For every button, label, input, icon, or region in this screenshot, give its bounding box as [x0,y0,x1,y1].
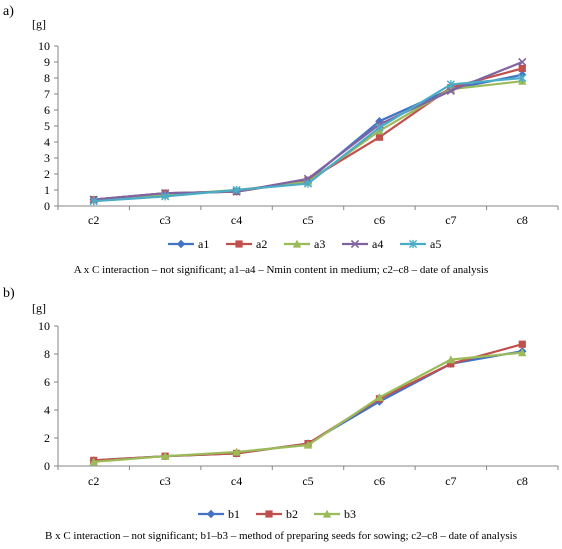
data-point-b3 [89,457,98,466]
y-tick-label: 0 [44,199,50,213]
x-tick-label: c2 [88,213,99,227]
x-tick-label: c2 [88,474,99,488]
series-a5 [89,73,527,206]
data-point-a5 [303,179,313,188]
legend-item-a4: a4 [342,237,383,251]
legend-item-b3: b3 [314,507,356,521]
legend-b: b1 b2 b3 [198,507,356,521]
legend-swatch-marker [292,239,302,248]
legend-label: b1 [228,507,240,521]
x-tick-label: c3 [159,213,170,227]
y-tick-label: 9 [44,55,50,69]
legend-swatch-marker [235,240,243,248]
y-tick-label: 5 [44,119,50,133]
data-point-b3 [160,451,170,460]
series-b3 [89,348,527,466]
data-point-b3 [446,355,456,364]
x-tick-label: c5 [302,474,313,488]
data-point-b3 [303,440,313,449]
legend-label: a5 [430,237,441,251]
data-point-b2 [518,340,526,348]
panel-label-b: b) [3,286,15,301]
legend-label: a2 [256,237,267,251]
caption-a: A x C interaction – not significant; a1–… [74,264,489,276]
data-point-a5 [446,80,455,89]
legend-a: a1 a2 a3 a4 a5 [168,237,441,251]
panel-label-a: a) [3,4,14,19]
legend-item-b1: b1 [198,507,240,521]
data-point-a5 [518,73,527,83]
series-group-a [89,57,527,206]
data-point-a5 [232,185,241,195]
x-tick-label: c6 [374,474,385,488]
y-tick-label: 1 [44,183,50,197]
y-tick-label: 2 [44,167,50,181]
y-tick-label: 4 [44,403,50,417]
y-tick-label: 6 [44,375,50,389]
data-point-a5 [89,197,98,206]
legend-label: b2 [286,507,298,521]
y-tick-label: 8 [44,71,50,85]
y-tick-label: 8 [44,347,50,361]
x-tick-label: c4 [231,213,242,227]
legend-label: b3 [344,507,356,521]
series-group-b [89,340,527,466]
y-tick-label: 7 [44,87,50,101]
x-tick-label: c4 [231,474,242,488]
y-tick-label: 0 [44,459,50,473]
legend-item-a5: a5 [400,237,441,251]
y-tick-label: 10 [38,319,50,333]
data-point-a4 [446,86,456,95]
data-point-a2 [375,133,384,141]
x-tick-label: c6 [374,213,385,227]
axes-a: 0 1 2 3 4 5 6 7 8 9 10 c2 c3 c4 c5 c6 c7 c8 [38,39,559,227]
data-point-a5 [161,192,170,201]
chart-b: b) [g] 0 2 4 6 8 10 c2 c3 c4 c5 c6 c7 c8 b1 b2 b3 B x … [3,286,559,542]
y-tick-label: 4 [44,135,50,149]
legend-swatch-marker [322,509,332,518]
data-point-b3 [232,447,241,456]
legend-item-a2: a2 [226,237,267,251]
data-point-a4 [518,57,527,67]
legend-swatch-marker [265,510,273,518]
axes-b: 0 2 4 6 8 10 c2 c3 c4 c5 c6 c7 c8 [38,319,559,488]
data-point-a5 [375,123,384,132]
caption-b: B x C interaction – not significant; b1–… [45,530,517,542]
legend-swatch-marker [176,239,186,249]
data-point-b3 [518,348,527,357]
legend-item-b2: b2 [256,507,298,521]
y-axis-label-b: [g] [32,301,46,315]
y-tick-label: 6 [44,103,50,117]
x-tick-label: c5 [302,213,313,227]
legend-item-a3: a3 [284,237,325,251]
legend-swatch-marker [206,509,216,519]
legend-label: a1 [198,237,209,251]
y-tick-label: 3 [44,151,50,165]
data-point-a2 [518,64,526,72]
x-tick-label: c7 [445,474,456,488]
data-point-b2 [447,360,455,368]
legend-label: a3 [314,237,325,251]
y-axis-label-a: [g] [32,17,46,31]
x-tick-label: c7 [445,213,456,227]
chart-a: a) [g] 0 1 2 3 4 5 6 7 8 9 10 c2 c3 c4 c5 c6 c7 c8 a1 a2 a3… [3,4,559,276]
legend-swatch-marker [350,239,360,249]
y-tick-label: 2 [44,431,50,445]
y-tick-label: 10 [38,39,50,53]
x-tick-label: c8 [517,474,528,488]
legend-swatch-marker [408,239,418,249]
legend-item-a1: a1 [168,237,209,251]
x-tick-label: c8 [517,213,528,227]
legend-label: a4 [372,237,383,251]
x-tick-label: c3 [159,474,170,488]
data-point-b3 [375,393,384,401]
